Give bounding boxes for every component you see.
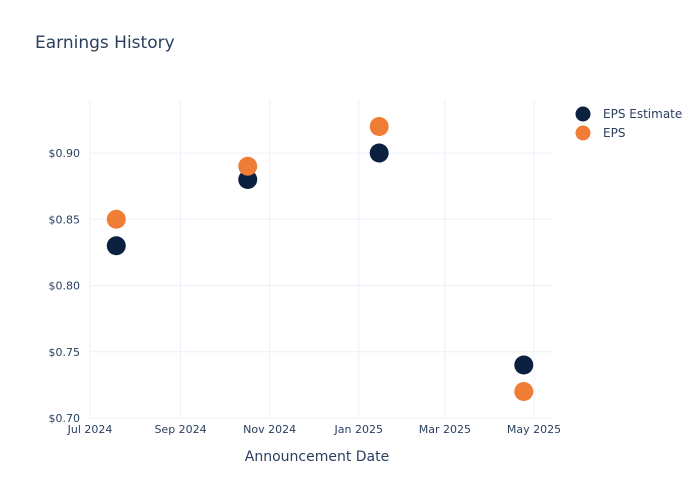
- eps-point[interactable]: [514, 382, 534, 401]
- y-tick-label: $0.80: [49, 280, 81, 293]
- x-tick-label: Jan 2025: [334, 423, 383, 436]
- legend-marker[interactable]: [575, 125, 591, 141]
- grid-lines: [89, 100, 553, 419]
- x-tick-label: Jul 2024: [67, 423, 113, 436]
- eps-point[interactable]: [369, 117, 389, 136]
- x-tick-labels: Jul 2024 Sep 2024 Nov 2024 Jan 2025 Mar 2025…: [67, 423, 562, 436]
- x-tick-label: Mar 2025: [419, 423, 471, 436]
- chart-title: Earnings History: [35, 33, 175, 53]
- y-tick-label: $0.75: [49, 346, 81, 359]
- legend-label[interactable]: EPS: [603, 126, 625, 140]
- y-tick-labels: $0.70 $0.75 $0.80 $0.85 $0.90: [49, 147, 81, 425]
- eps-estimate-point[interactable]: [106, 236, 126, 256]
- x-axis-title: Announcement Date: [245, 449, 389, 465]
- eps-point[interactable]: [238, 156, 258, 176]
- eps-estimate-point[interactable]: [238, 170, 258, 189]
- legend[interactable]: EPS Estimate EPS: [575, 106, 683, 141]
- eps-estimate-point[interactable]: [514, 355, 534, 375]
- legend-label[interactable]: EPS Estimate: [603, 107, 682, 121]
- x-tick-label: Nov 2024: [243, 423, 296, 436]
- legend-marker[interactable]: [575, 106, 591, 122]
- data-points: [106, 117, 534, 401]
- y-tick-label: $0.90: [49, 147, 81, 160]
- y-tick-label: $0.85: [49, 213, 81, 226]
- eps-point[interactable]: [106, 209, 126, 229]
- eps-estimate-point[interactable]: [369, 143, 389, 163]
- y-tick-label: $0.70: [49, 412, 81, 425]
- x-tick-label: Sep 2024: [154, 423, 206, 436]
- x-tick-label: May 2025: [507, 423, 561, 436]
